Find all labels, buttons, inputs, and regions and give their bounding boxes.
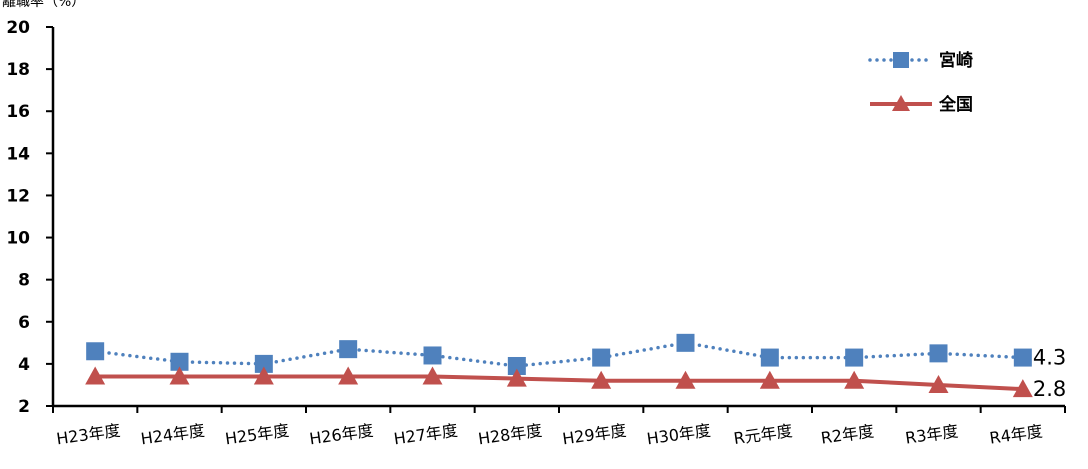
data-point-square	[254, 354, 273, 373]
data-point-square	[845, 348, 864, 367]
data-point-square	[760, 348, 779, 367]
legend-label: 宮崎	[939, 50, 973, 71]
end-value-label: 4.3	[1033, 346, 1066, 370]
y-tick-label: 6	[18, 313, 30, 333]
legend-marker-triangle	[892, 95, 910, 111]
data-point-triangle	[253, 366, 274, 385]
series-line	[93, 341, 1025, 368]
legend-marker-square	[893, 52, 909, 68]
end-value-label: 2.8	[1033, 377, 1066, 401]
y-tick-label: 12	[6, 186, 30, 206]
data-point-triangle	[506, 368, 527, 387]
data-point-triangle	[85, 366, 106, 385]
data-point-triangle	[675, 370, 696, 389]
data-point-square	[423, 346, 442, 365]
x-category-label: H24年度	[140, 421, 206, 449]
legend-item: 宮崎	[868, 50, 973, 71]
x-category-label: R元年度	[732, 421, 793, 448]
y-tick-label: 16	[6, 102, 30, 122]
data-point-triangle	[338, 366, 359, 385]
y-tick-label: 14	[6, 144, 30, 164]
legend-label: 全国	[938, 94, 973, 115]
x-category-label: R3年度	[904, 421, 959, 447]
x-category-label: H27年度	[393, 421, 459, 449]
series-line	[95, 374, 1023, 392]
data-point-triangle	[591, 370, 612, 389]
data-point-square	[339, 340, 358, 359]
data-point-square	[676, 333, 695, 352]
y-tick-label: 18	[6, 60, 30, 80]
data-point-triangle	[422, 366, 443, 385]
data-point-triangle	[169, 366, 190, 385]
data-point-triangle	[759, 370, 780, 389]
x-category-label: H28年度	[477, 421, 543, 449]
x-axis: H23年度 H24年度 H25年度 H26年度 H27年度 H28年度 H29年度 H30年度…	[52, 404, 1066, 449]
y-tick-label: 4	[18, 355, 30, 375]
data-point-square	[1013, 348, 1032, 367]
y-axis: 2 4 6 8 10 12 14 16 18 20	[6, 18, 55, 417]
x-category-label: H26年度	[308, 421, 374, 449]
x-category-label: R2年度	[820, 421, 875, 447]
data-point-square	[929, 344, 948, 363]
series-2: 2.8	[85, 366, 1066, 401]
series-layer: 4.32.8	[85, 333, 1066, 401]
data-point-triangle	[1012, 379, 1033, 398]
x-category-label: H25年度	[224, 421, 290, 449]
legend-item: 全国	[870, 94, 973, 115]
x-category-label: H29年度	[561, 421, 627, 449]
y-tick-label: 10	[6, 229, 30, 249]
y-tick-label: 20	[6, 18, 30, 38]
x-category-label: R4年度	[988, 421, 1043, 447]
data-point-square	[86, 342, 105, 361]
data-point-triangle	[844, 370, 865, 389]
data-point-square	[507, 356, 526, 375]
data-point-square	[170, 352, 189, 371]
y-tick-label: 2	[18, 397, 30, 417]
y-tick-label: 8	[18, 271, 30, 291]
x-category-label: H30年度	[646, 421, 712, 449]
series-1: 4.3	[86, 333, 1066, 375]
x-category-label: H23年度	[55, 421, 121, 449]
data-point-triangle	[928, 374, 949, 393]
data-point-square	[592, 348, 611, 367]
y-axis-title: 離職率（%）	[2, 0, 85, 10]
